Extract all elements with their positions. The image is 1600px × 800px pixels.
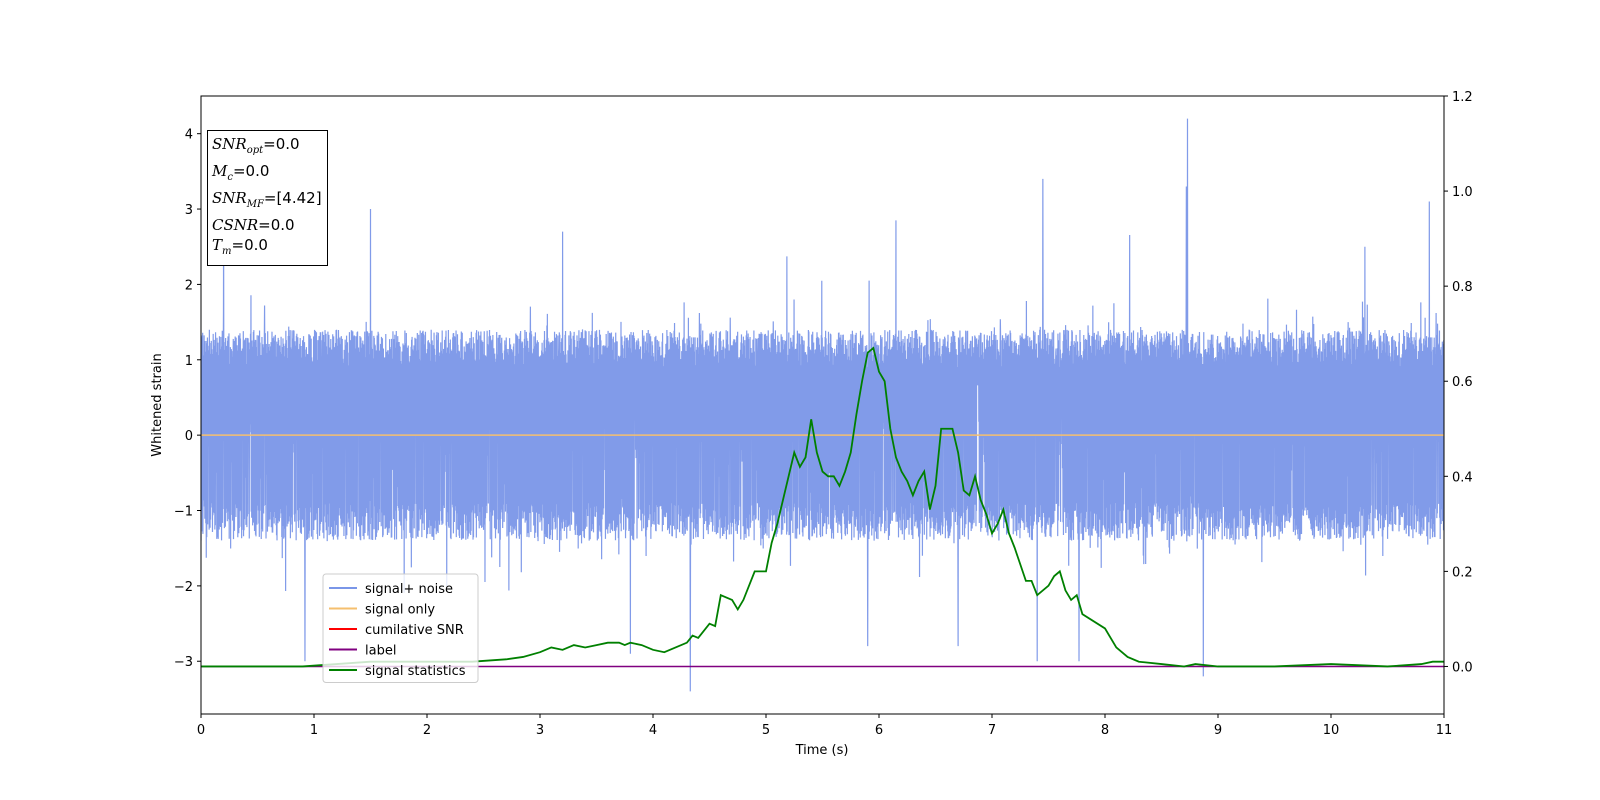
x-tick-label: 8 bbox=[1101, 723, 1109, 738]
x-tick-label: 10 bbox=[1323, 723, 1340, 738]
x-tick-label: 2 bbox=[423, 723, 431, 738]
legend-label: signal statistics bbox=[365, 664, 466, 679]
y-tick-label: −3 bbox=[174, 655, 193, 670]
y-axis-label: Whitened strain bbox=[150, 353, 165, 456]
x-tick-label: 9 bbox=[1214, 723, 1222, 738]
info-tm: Tm=0.0 bbox=[212, 236, 268, 257]
plot-frame bbox=[200, 95, 1445, 715]
legend-label: cumilative SNR bbox=[365, 623, 464, 638]
info-mc: Mc=0.0 bbox=[212, 162, 270, 183]
y-axis-right: 0.0 0.2 0.4 0.6 0.8 1.0 1.2 bbox=[1444, 90, 1473, 675]
info-box: SNRopt=0.0 Mc=0.0 SNRMF=[4.42] CSNR=0.0 … bbox=[207, 130, 328, 266]
signal-statistics-line bbox=[201, 346, 1444, 668]
x-tick-label: 1 bbox=[310, 723, 318, 738]
signal-noise-series bbox=[201, 118, 1444, 692]
x-axis: 0 1 2 3 4 5 6 7 8 9 10 11 bbox=[197, 714, 1452, 738]
y2-tick-label: 1.0 bbox=[1452, 185, 1473, 200]
x-tick-label: 0 bbox=[197, 723, 205, 738]
x-tick-label: 5 bbox=[762, 723, 770, 738]
y2-tick-label: 0.4 bbox=[1452, 470, 1473, 485]
x-tick-label: 3 bbox=[536, 723, 544, 738]
x-tick-label: 7 bbox=[988, 723, 996, 738]
legend-label: signal+ noise bbox=[365, 582, 453, 597]
y-tick-label: −1 bbox=[174, 505, 193, 520]
legend-box bbox=[322, 573, 479, 683]
info-csnr: CSNR=0.0 bbox=[212, 216, 295, 234]
x-tick-label: 4 bbox=[649, 723, 657, 738]
y-tick-label: −2 bbox=[174, 580, 193, 595]
y-tick-label: 0 bbox=[185, 429, 193, 444]
y-tick-label: 3 bbox=[185, 203, 193, 218]
info-snr-mf: SNRMF=[4.42] bbox=[212, 189, 322, 210]
legend-label: label bbox=[365, 644, 396, 659]
signal-noise-line bbox=[201, 118, 1444, 692]
y2-tick-label: 1.2 bbox=[1452, 90, 1473, 105]
info-snr-opt: SNRopt=0.0 bbox=[212, 135, 300, 156]
y2-tick-label: 0.8 bbox=[1452, 280, 1473, 295]
x-axis-label: Time (s) bbox=[795, 743, 849, 758]
x-tick-label: 6 bbox=[875, 723, 883, 738]
y-axis-left: −3 −2 −1 0 1 2 3 4 bbox=[174, 128, 201, 670]
y2-tick-label: 0.0 bbox=[1452, 660, 1473, 675]
y2-tick-label: 0.2 bbox=[1452, 565, 1473, 580]
legend-label: signal only bbox=[365, 603, 435, 618]
legend: signal+ noise signal only cumilative SNR la… bbox=[322, 573, 479, 683]
y-tick-label: 1 bbox=[185, 354, 193, 369]
y-tick-label: 2 bbox=[185, 278, 193, 293]
y2-tick-label: 0.6 bbox=[1452, 375, 1473, 390]
y-tick-label: 4 bbox=[185, 128, 193, 143]
x-tick-label: 11 bbox=[1436, 723, 1453, 738]
